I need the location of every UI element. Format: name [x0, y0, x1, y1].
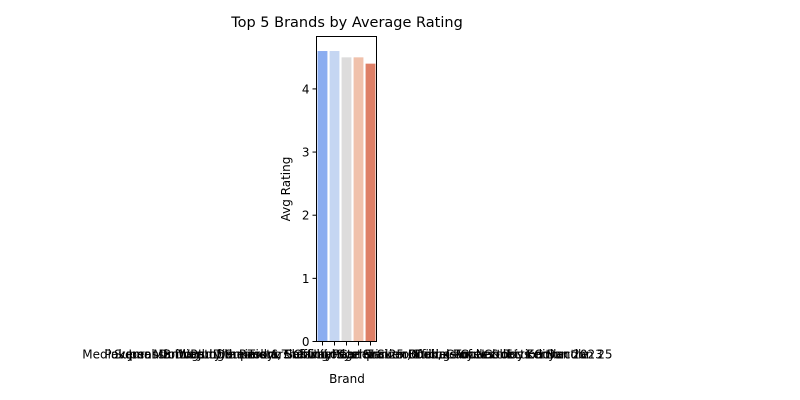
- y-axis-label: Avg Rating: [279, 157, 293, 222]
- bar-3: [341, 57, 352, 342]
- bar-2: [329, 51, 340, 342]
- y-tick-label: 3: [302, 146, 310, 160]
- x-tick-label-1: Mediaversal Dome Jungle Resort, Safari L…: [82, 348, 562, 362]
- bar-1: [317, 51, 328, 342]
- x-tick-label-3: Pokemon Brilliant Diamond & Shining Pear…: [104, 348, 588, 362]
- x-tick-label-4: Super Mario Party Superstars Official Co…: [114, 348, 603, 362]
- y-tick-label: 4: [302, 82, 310, 96]
- plot-frame: [316, 36, 377, 342]
- y-tick-label: 1: [302, 272, 310, 286]
- x-tick-label-5: Jurassic World Dominion: The Ultimate St…: [127, 348, 612, 362]
- chart-title: Top 5 Brands by Average Rating: [230, 15, 463, 31]
- bar-4: [353, 57, 364, 342]
- y-axis: 0 1 2 3 4: [302, 82, 317, 349]
- y-tick-label: 2: [302, 209, 310, 223]
- x-tick-label-2: Dogs of the Tokyo Subway System: 25 Offi…: [175, 348, 495, 362]
- x-axis: Mediaversal Dome Jungle Resort, Safari L…: [82, 341, 613, 362]
- y-tick-label: 0: [302, 335, 310, 349]
- bar-5: [365, 63, 376, 342]
- bars: [317, 51, 376, 342]
- x-axis-label: Brand: [329, 372, 365, 386]
